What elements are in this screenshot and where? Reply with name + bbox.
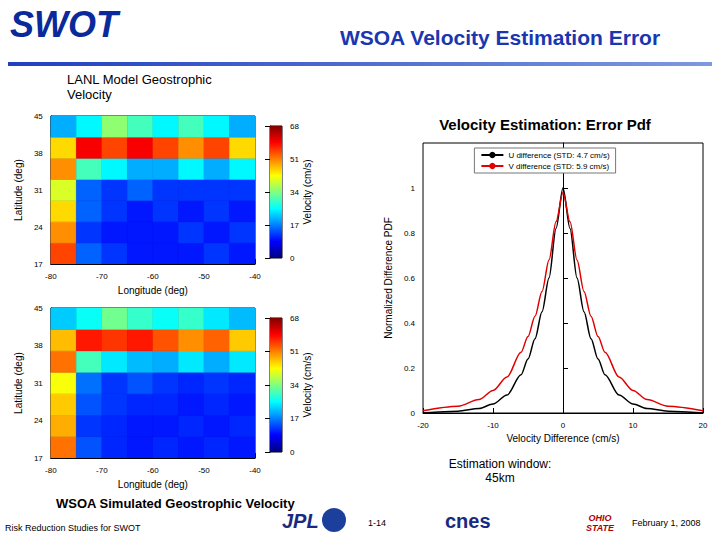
svg-text:51: 51: [290, 155, 299, 164]
svg-text:68: 68: [290, 122, 299, 131]
svg-text:0.2: 0.2: [404, 364, 416, 373]
svg-text:-10: -10: [487, 421, 499, 430]
svg-text:17: 17: [34, 454, 43, 463]
svg-text:1: 1: [411, 184, 416, 193]
svg-text:Velocity Difference (cm/s): Velocity Difference (cm/s): [506, 433, 619, 444]
svg-text:-60: -60: [147, 466, 159, 475]
svg-text:38: 38: [34, 149, 43, 158]
svg-text:-70: -70: [96, 466, 108, 475]
svg-text:31: 31: [34, 379, 43, 388]
svg-text:10: 10: [629, 421, 638, 430]
svg-text:24: 24: [34, 223, 43, 232]
svg-text:51: 51: [290, 347, 299, 356]
svg-text:-60: -60: [147, 272, 159, 281]
svg-text:34: 34: [290, 188, 299, 197]
svg-text:-80: -80: [45, 466, 57, 475]
html-text:cnes: cnes: [445, 510, 491, 532]
svg-text:-50: -50: [198, 272, 210, 281]
html-text:JPL: JPL: [282, 510, 319, 532]
html-text:Estimation window: 45km: Estimation window: 45km: [448, 457, 552, 485]
html-text:February 1, 2008: February 1, 2008: [632, 518, 701, 528]
svg-text:0: 0: [411, 409, 416, 418]
svg-text:0.4: 0.4: [404, 319, 416, 328]
svg-text:-40: -40: [249, 466, 261, 475]
svg-text:U difference (STD: 4.7 cm/s): U difference (STD: 4.7 cm/s): [508, 151, 610, 160]
html-text:OHIO STATE: OHIO STATE: [585, 513, 615, 533]
svg-text:34: 34: [290, 381, 299, 390]
html-text:WSOA Simulated Geostrophic Vel: WSOA Simulated Geostrophic Velocity: [56, 496, 295, 511]
html-text:WSOA Velocity Estimation Error: WSOA Velocity Estimation Error: [339, 26, 661, 49]
svg-text:45: 45: [34, 304, 43, 313]
svg-text:45: 45: [34, 112, 43, 121]
svg-text:20: 20: [699, 421, 708, 430]
svg-text:0: 0: [290, 254, 295, 263]
svg-text:Velocity Estimation: Error Pdf: Velocity Estimation: Error Pdf: [439, 116, 652, 133]
html-text:LANL Model Geostrophic Velocit: LANL Model Geostrophic Velocity: [67, 72, 212, 102]
svg-text:38: 38: [34, 341, 43, 350]
svg-text:Longitude (deg): Longitude (deg): [118, 479, 188, 490]
svg-text:-50: -50: [198, 466, 210, 475]
svg-text:Normalized Difference PDF: Normalized Difference PDF: [383, 217, 394, 339]
svg-text:0.6: 0.6: [404, 274, 416, 283]
svg-text:17: 17: [290, 414, 299, 423]
html-text:1-14: 1-14: [368, 518, 386, 528]
svg-text:Velocity (cm/s): Velocity (cm/s): [302, 159, 313, 224]
svg-text:V difference (STD: 5.9 cm/s): V difference (STD: 5.9 cm/s): [508, 162, 609, 171]
svg-text:24: 24: [34, 416, 43, 425]
svg-text:-20: -20: [417, 421, 429, 430]
svg-text:68: 68: [290, 314, 299, 323]
svg-text:17: 17: [34, 260, 43, 269]
svg-text:0.8: 0.8: [404, 229, 416, 238]
html-text:Risk Reduction Studies for SWO: Risk Reduction Studies for SWOT: [5, 523, 141, 533]
svg-text:0: 0: [561, 421, 566, 430]
svg-text:31: 31: [34, 186, 43, 195]
svg-text:-70: -70: [96, 272, 108, 281]
svg-text:-40: -40: [249, 272, 261, 281]
svg-text:Velocity (cm/s): Velocity (cm/s): [302, 352, 313, 417]
html-text:SWOT: SWOT: [10, 4, 118, 45]
svg-text:Latitude (deg): Latitude (deg): [13, 352, 24, 414]
svg-text:Longitude (deg): Longitude (deg): [118, 285, 188, 296]
svg-text:0: 0: [290, 448, 295, 457]
svg-text:-80: -80: [45, 272, 57, 281]
svg-text:17: 17: [290, 221, 299, 230]
svg-text:Latitude (deg): Latitude (deg): [13, 159, 24, 221]
